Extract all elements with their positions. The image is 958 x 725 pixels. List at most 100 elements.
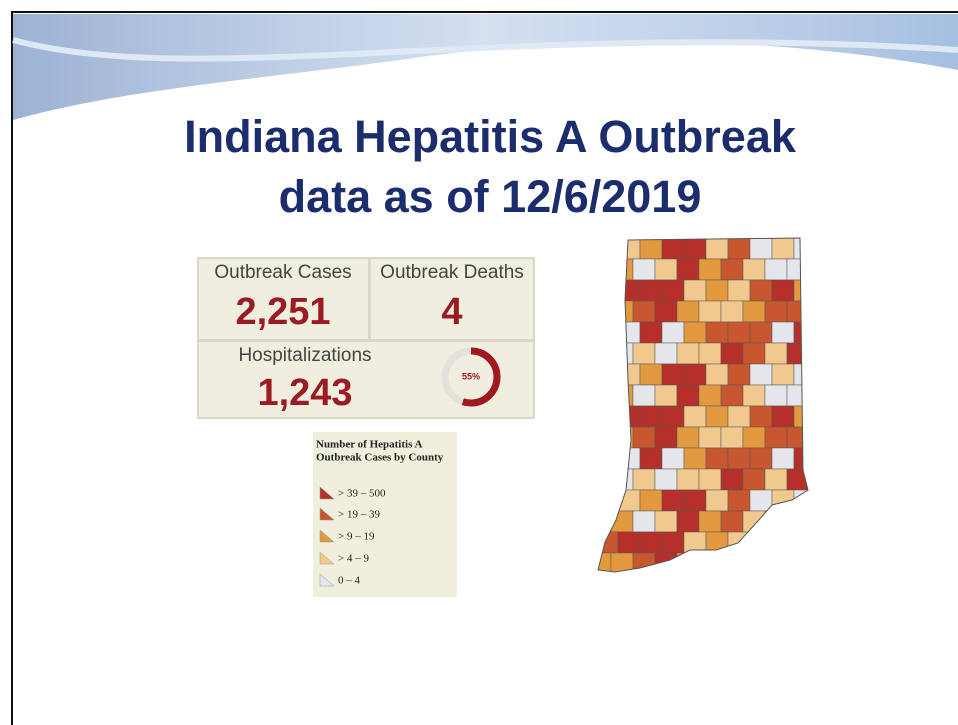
county [742, 342, 766, 365]
county [698, 384, 722, 407]
county [727, 405, 751, 428]
county [654, 300, 678, 323]
legend-label: 0 – 4 [338, 575, 361, 587]
county [727, 489, 751, 512]
county [683, 447, 707, 470]
county [639, 447, 663, 470]
stat-label: Outbreak Cases [214, 262, 351, 283]
county [720, 510, 744, 533]
county [720, 258, 744, 281]
county [705, 321, 729, 344]
county [661, 279, 685, 302]
county [749, 321, 773, 344]
county [749, 489, 773, 512]
county [705, 405, 729, 428]
stat-label: Hospitalizations [238, 345, 371, 366]
legend-swatch [319, 551, 335, 565]
county [727, 447, 751, 470]
legend-label: > 39 – 500 [338, 488, 386, 500]
county [639, 238, 663, 260]
county [639, 363, 663, 386]
county [698, 342, 722, 365]
county [661, 321, 685, 344]
county [639, 321, 663, 344]
county [771, 238, 795, 260]
county [639, 279, 663, 302]
county [661, 405, 685, 428]
county [764, 426, 788, 449]
legend-swatch [319, 507, 335, 521]
legend-box [313, 432, 457, 597]
county [742, 300, 766, 323]
card [199, 259, 368, 339]
swoosh-line [12, 37, 958, 62]
title: Indiana Hepatitis A Outbreak [184, 111, 797, 162]
county [749, 363, 773, 386]
county [676, 258, 700, 281]
county [698, 510, 722, 533]
legend-label: > 4 – 9 [338, 553, 369, 565]
county [654, 258, 678, 281]
county [705, 279, 729, 302]
county [661, 363, 685, 386]
county [639, 405, 663, 428]
county [764, 468, 788, 491]
county [720, 468, 744, 491]
map-outline [597, 237, 809, 573]
county [764, 300, 788, 323]
county [654, 468, 678, 491]
legend-label: > 9 – 19 [338, 531, 375, 543]
county [654, 384, 678, 407]
card [371, 259, 533, 339]
county [632, 342, 656, 365]
legend-swatch [319, 529, 335, 543]
county [661, 531, 685, 554]
county [632, 384, 656, 407]
stat-label: Outbreak Deaths [380, 262, 524, 283]
county [639, 489, 663, 512]
stat-value: 1,243 [257, 372, 352, 414]
county [661, 447, 685, 470]
county [632, 510, 656, 533]
county [771, 321, 795, 344]
county [720, 426, 744, 449]
legend-swatch [319, 573, 335, 587]
county [749, 238, 773, 260]
county [683, 238, 707, 260]
county [705, 363, 729, 386]
county [727, 321, 751, 344]
donut-arc [441, 347, 501, 407]
dashboard: Outbreak Cases 2,251 Outbreak Deaths 4 H… [197, 257, 535, 419]
county [749, 279, 773, 302]
county [683, 405, 707, 428]
county [676, 342, 700, 365]
county [742, 258, 766, 281]
county [676, 300, 700, 323]
county [764, 384, 788, 407]
county [632, 300, 656, 323]
county [654, 342, 678, 365]
county [727, 279, 751, 302]
legend-title: Number of Hepatitis A [316, 439, 422, 451]
county [683, 489, 707, 512]
county [771, 405, 795, 428]
county [749, 405, 773, 428]
county [683, 321, 707, 344]
county [742, 468, 766, 491]
county [727, 238, 751, 260]
county [654, 426, 678, 449]
county [632, 468, 656, 491]
legend-label: > 19 – 39 [338, 509, 380, 521]
county [764, 258, 788, 281]
county [676, 426, 700, 449]
county [720, 300, 744, 323]
county [661, 489, 685, 512]
county [654, 510, 678, 533]
county [676, 510, 700, 533]
county [676, 468, 700, 491]
county [698, 300, 722, 323]
county [705, 489, 729, 512]
legend-title: Outbreak Cases by County [316, 452, 444, 464]
stat-value: 4 [441, 291, 462, 333]
